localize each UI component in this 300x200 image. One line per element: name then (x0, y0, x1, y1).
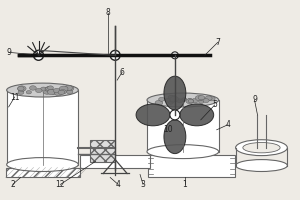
Ellipse shape (169, 95, 176, 100)
Text: 8: 8 (106, 8, 111, 17)
Ellipse shape (59, 86, 68, 92)
Ellipse shape (191, 98, 198, 103)
Ellipse shape (40, 87, 46, 91)
Polygon shape (148, 155, 235, 177)
Ellipse shape (170, 99, 175, 102)
Ellipse shape (164, 120, 186, 154)
Ellipse shape (199, 100, 204, 103)
Text: 5: 5 (212, 100, 217, 109)
Ellipse shape (236, 160, 287, 172)
Text: 6: 6 (120, 68, 124, 77)
Ellipse shape (168, 96, 174, 99)
Text: 3: 3 (141, 180, 146, 189)
Ellipse shape (159, 97, 165, 101)
Ellipse shape (188, 99, 194, 103)
Circle shape (110, 50, 120, 60)
Ellipse shape (66, 86, 74, 91)
Ellipse shape (45, 87, 53, 92)
Ellipse shape (147, 145, 219, 159)
Polygon shape (90, 140, 115, 162)
Text: 7: 7 (215, 38, 220, 47)
Text: 4: 4 (225, 120, 230, 129)
Ellipse shape (243, 143, 280, 153)
Ellipse shape (205, 96, 212, 101)
Text: 10: 10 (163, 125, 173, 134)
Ellipse shape (19, 88, 24, 92)
Ellipse shape (47, 89, 56, 95)
Ellipse shape (7, 158, 78, 172)
Ellipse shape (236, 140, 287, 156)
Ellipse shape (60, 90, 66, 94)
Circle shape (34, 50, 44, 60)
Ellipse shape (187, 99, 193, 102)
Ellipse shape (167, 98, 172, 102)
Ellipse shape (136, 104, 170, 126)
Circle shape (170, 110, 180, 120)
Ellipse shape (47, 86, 53, 90)
Text: 2: 2 (10, 180, 15, 189)
Ellipse shape (155, 100, 163, 105)
Polygon shape (147, 100, 219, 152)
Circle shape (171, 52, 178, 59)
Text: 9: 9 (252, 96, 257, 104)
Ellipse shape (64, 85, 72, 91)
Ellipse shape (164, 76, 186, 110)
Polygon shape (80, 155, 150, 168)
Ellipse shape (29, 86, 36, 90)
Ellipse shape (182, 98, 187, 101)
Text: 9: 9 (6, 48, 11, 57)
Ellipse shape (208, 97, 215, 101)
Ellipse shape (198, 95, 205, 100)
Text: 4: 4 (116, 180, 121, 189)
Text: 12: 12 (56, 180, 65, 189)
Ellipse shape (46, 87, 51, 90)
Ellipse shape (18, 86, 24, 91)
Polygon shape (7, 90, 78, 165)
Ellipse shape (43, 89, 51, 94)
Ellipse shape (54, 90, 63, 96)
Ellipse shape (165, 98, 171, 102)
Ellipse shape (58, 90, 65, 95)
Ellipse shape (147, 93, 219, 107)
Ellipse shape (36, 88, 42, 93)
Ellipse shape (203, 99, 209, 103)
Ellipse shape (168, 101, 173, 104)
Ellipse shape (67, 90, 73, 94)
Polygon shape (6, 168, 80, 177)
Ellipse shape (7, 83, 78, 97)
Ellipse shape (168, 95, 174, 99)
Ellipse shape (18, 91, 24, 94)
Ellipse shape (50, 90, 57, 94)
Text: 1: 1 (182, 180, 187, 189)
Text: 11: 11 (10, 93, 20, 102)
Ellipse shape (180, 104, 214, 126)
Ellipse shape (170, 96, 178, 102)
Ellipse shape (53, 88, 60, 93)
Ellipse shape (177, 99, 183, 103)
Ellipse shape (186, 99, 194, 104)
Ellipse shape (195, 95, 203, 101)
Ellipse shape (26, 91, 32, 94)
Ellipse shape (18, 86, 26, 91)
